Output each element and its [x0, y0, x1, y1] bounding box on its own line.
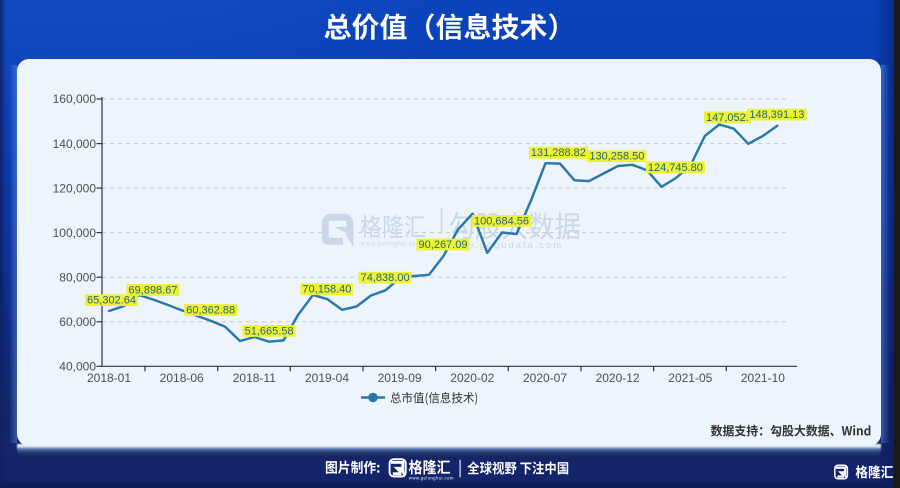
svg-text:2019-04: 2019-04 [305, 371, 349, 385]
svg-text:74,838.00: 74,838.00 [361, 272, 410, 284]
svg-text:100,000: 100,000 [53, 226, 97, 240]
svg-text:2021-05: 2021-05 [668, 371, 712, 385]
svg-text:2020-07: 2020-07 [523, 371, 567, 385]
svg-text:60,000: 60,000 [59, 315, 96, 329]
svg-text:70,158.40: 70,158.40 [302, 284, 351, 296]
svg-text:2020-02: 2020-02 [450, 371, 494, 385]
svg-text:90,267.09: 90,267.09 [419, 239, 468, 251]
svg-text:51,665.58: 51,665.58 [245, 325, 294, 337]
svg-text:80,000: 80,000 [59, 270, 96, 284]
svg-text:65,302.64: 65,302.64 [87, 295, 136, 307]
svg-text:131,288.82: 131,288.82 [531, 147, 586, 159]
svg-text:130,258.50: 130,258.50 [589, 151, 644, 163]
svg-text:148,391.13: 148,391.13 [749, 109, 804, 121]
svg-text:2021-10: 2021-10 [741, 371, 785, 385]
svg-text:160,000: 160,000 [53, 92, 97, 106]
svg-text:60,362.88: 60,362.88 [186, 305, 235, 317]
svg-text:147,052.: 147,052. [706, 112, 749, 124]
svg-text:www.gelonghui.com: www.gelonghui.com [360, 242, 421, 248]
svg-text:2019-09: 2019-09 [378, 371, 422, 385]
svg-text:40,000: 40,000 [59, 360, 96, 374]
svg-text:2018-06: 2018-06 [160, 371, 204, 385]
svg-text:124,745.80: 124,745.80 [648, 162, 703, 174]
svg-text:100,684.56: 100,684.56 [474, 215, 529, 227]
svg-text:140,000: 140,000 [53, 137, 97, 151]
svg-text:www.gogudata.com: www.gogudata.com [448, 240, 563, 251]
svg-text:69,898.67: 69,898.67 [129, 284, 178, 296]
svg-text:2018-11: 2018-11 [233, 371, 276, 385]
svg-text:2018-01: 2018-01 [87, 371, 131, 385]
svg-text:www.gelonghui.com: www.gelonghui.com [409, 476, 454, 481]
svg-text:120,000: 120,000 [53, 181, 97, 195]
svg-text:2020-12: 2020-12 [596, 371, 640, 385]
